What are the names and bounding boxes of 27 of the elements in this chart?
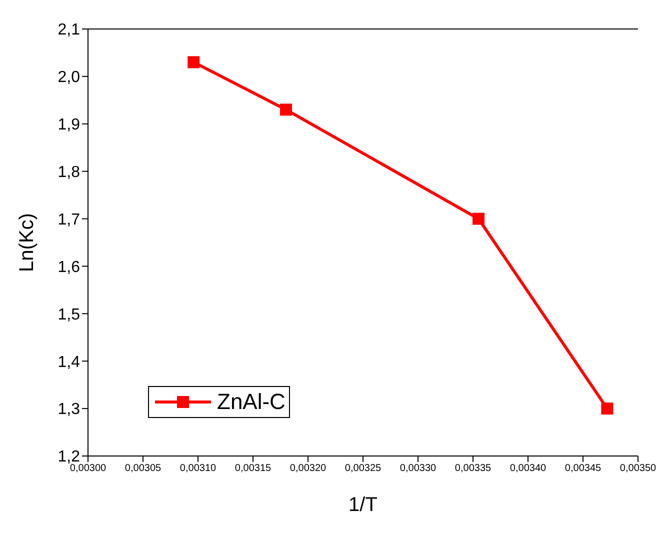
y-tick-label: 1,9 <box>58 116 80 134</box>
x-tick-label: 0,00305 <box>124 463 162 474</box>
y-tick-label: 1,4 <box>58 354 80 371</box>
x-tick-label: 0,00340 <box>510 463 547 474</box>
x-tick-label: 0,00300 <box>70 463 107 474</box>
point <box>280 104 292 116</box>
x-tick-label: 0,00330 <box>400 463 437 474</box>
y-tick-label: 2,0 <box>58 69 80 86</box>
y-axis-title: Ln(Kc) <box>16 213 38 272</box>
x-tick-label: 0,00350 <box>620 463 657 474</box>
y-tick-label: 1,8 <box>58 164 80 182</box>
point <box>472 212 484 225</box>
x-tick-label: 0,00320 <box>290 463 327 474</box>
point <box>188 56 200 68</box>
legend-label: ZnAl-C <box>217 389 286 415</box>
y-tick-label: 2,1 <box>58 22 80 39</box>
x-axis-title: 1/T <box>348 494 378 516</box>
x-tick-label: 0,00335 <box>454 463 492 474</box>
point <box>601 402 614 415</box>
x-tick-label: 0,00310 <box>180 463 217 474</box>
y-tick-label: 1,5 <box>58 306 80 324</box>
y-tick-label: 1,3 <box>58 401 80 418</box>
x-tick-label: 0,00325 <box>344 463 382 474</box>
y-tick-label: 1,6 <box>58 258 80 276</box>
x-tick-label: 0,00345 <box>564 463 602 474</box>
x-tick-label: 0,00315 <box>234 463 272 474</box>
y-tick-label: 1,7 <box>58 211 80 228</box>
